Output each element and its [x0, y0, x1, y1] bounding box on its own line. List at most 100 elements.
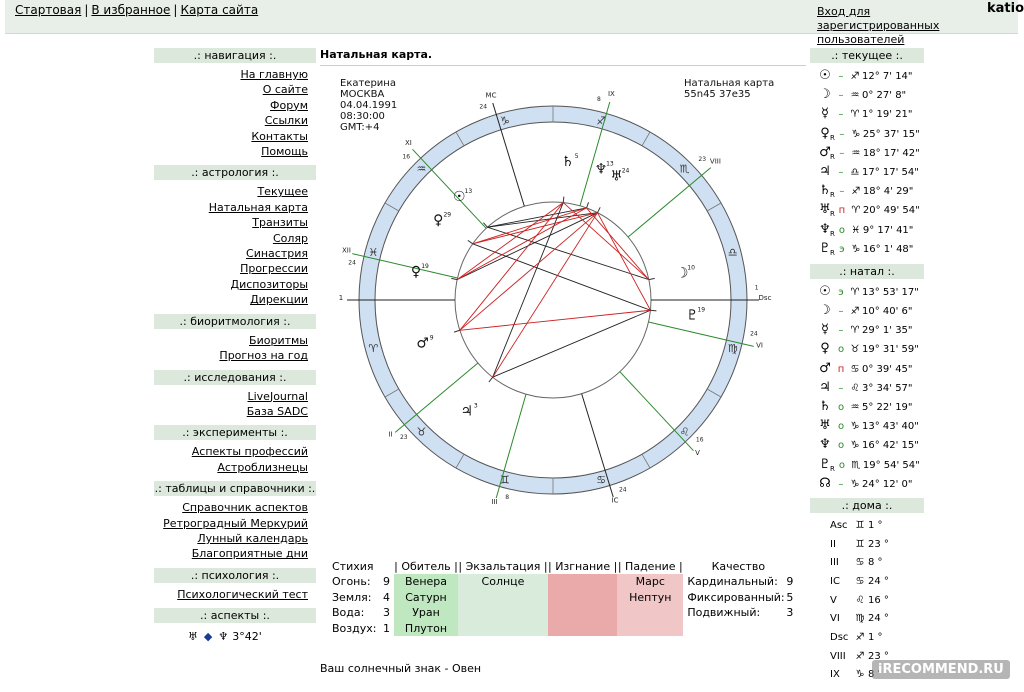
planet-position: 16° 1' 48"	[862, 243, 914, 255]
sidebar-section-header: .: психология :.	[154, 567, 316, 583]
quality-cell	[683, 621, 793, 637]
sidebar-section: .: психология :. Психологический тест	[154, 567, 316, 602]
planet-tick	[483, 222, 488, 228]
login-link[interactable]: Вход для зарегистрированных пользователе…	[817, 5, 940, 46]
aspect-row: ♅ ◆ ♆ 3°42'	[154, 629, 316, 644]
current-row: ☉ – ♐ 12° 7' 14"	[810, 66, 924, 85]
house-sign: ♐	[855, 650, 865, 662]
sidebar-link[interactable]: Ретроградный Меркурий	[163, 516, 308, 530]
house-degree: 1 °	[868, 632, 883, 644]
status-mark: п	[838, 205, 846, 217]
aspect-line	[459, 309, 651, 331]
sidebar-link[interactable]: Благоприятные дни	[191, 547, 308, 561]
sidebar-item: LiveJournal	[154, 389, 316, 404]
house-cusp-degree: 8	[597, 96, 601, 103]
sidebar-item: Синастрия	[154, 246, 316, 261]
house-cusp-line	[581, 393, 614, 498]
sidebar-link[interactable]: Контакты	[251, 129, 308, 143]
wheel-planet-degree: 9	[430, 334, 434, 341]
status-mark: –	[838, 166, 844, 178]
sitemap-link[interactable]: Карта сайта	[180, 3, 259, 17]
elements-row: Земля: 4 Сатурн Нептун Фиксированный: 5	[332, 589, 793, 605]
element-count: 1	[383, 621, 390, 635]
natal-row: ♅ о ♑ 13° 43' 40"	[810, 416, 924, 435]
exaltation-cell	[458, 589, 548, 605]
quality-count: 3	[786, 606, 794, 620]
element-cell: Вода: 3	[332, 605, 394, 621]
wheel-planet-glyph: ♀	[433, 213, 443, 229]
sidebar-item: Текущее	[154, 184, 316, 199]
right-sidebar: .: текущее :. ☉ – ♐ 12° 7' 14" ☽ – ♒ 0° 27' 8" ☿ –…	[810, 48, 924, 685]
natal-row: ♆ о ♑ 16° 42' 15"	[810, 435, 924, 454]
sidebar-link[interactable]: Соляр	[272, 231, 308, 245]
sidebar-item: Форум	[154, 98, 316, 113]
sidebar-section: .: таблицы и справочники :. Справочник ас…	[154, 481, 316, 562]
sidebar-link[interactable]: Синастрия	[246, 247, 308, 261]
zodiac-sign: ♋	[850, 363, 860, 375]
house-row: Dsc ♐ 1 °	[810, 629, 924, 648]
sidebar-link[interactable]: О сайте	[262, 83, 308, 97]
fall-cell: Нептун	[617, 589, 684, 605]
planet-tick	[586, 202, 590, 209]
sidebar-link[interactable]: Лунный календарь	[197, 531, 308, 545]
house-name: II	[830, 538, 836, 550]
house-cusp-label: II	[389, 430, 393, 438]
planet-position: 29° 1' 35"	[862, 325, 913, 337]
house-degree: 8 °	[868, 557, 883, 569]
retrograde-mark: R	[830, 229, 835, 238]
house-cusp-label: 1	[339, 294, 343, 302]
sidebar-link[interactable]: Текущее	[257, 185, 308, 199]
sidebar-link[interactable]: Натальная карта	[208, 200, 308, 214]
planet-glyph: ♃	[819, 163, 831, 179]
status-mark: –	[838, 71, 844, 82]
sidebar-item: Благоприятные дни	[154, 546, 316, 561]
zodiac-sign: ♈	[850, 109, 860, 121]
planet-glyph: ♅	[819, 202, 831, 218]
sidebar-link[interactable]: База SADC	[246, 404, 308, 418]
dignity-cell: Уран	[394, 605, 458, 621]
house-name: III	[830, 557, 839, 569]
sidebar-link[interactable]: Биоритмы	[249, 333, 308, 347]
sidebar-link[interactable]: Справочник аспектов	[182, 501, 308, 515]
status-mark: –	[838, 325, 844, 337]
house-name: IC	[830, 576, 840, 587]
zodiac-sign-glyph: ♒	[417, 162, 427, 175]
sign-divider	[706, 202, 722, 212]
fall-cell: Марс	[617, 574, 684, 590]
wheel-planet-degree: 24	[622, 167, 630, 174]
sidebar-item: Лунный календарь	[154, 531, 316, 546]
sidebar-link[interactable]: Аспекты профессий	[191, 445, 308, 459]
home-link[interactable]: Стартовая	[15, 3, 82, 17]
wheel-planet-degree: 5	[575, 153, 579, 160]
sidebar-link[interactable]: Астроблизнецы	[217, 460, 308, 474]
status-mark: –	[839, 147, 845, 159]
sidebar-link[interactable]: Психологический тест	[177, 587, 308, 601]
sign-divider	[706, 388, 722, 398]
house-cusp-degree: 23	[698, 156, 706, 163]
wheel-planet-degree: 19	[697, 307, 705, 314]
sidebar-link[interactable]: Прогрессии	[240, 262, 308, 276]
favorites-link[interactable]: В избранное	[91, 3, 171, 17]
sidebar-link[interactable]: Диспозиторы	[230, 277, 308, 291]
planet-glyph: ♂	[819, 144, 831, 160]
house-cusp-line	[627, 167, 712, 238]
status-mark: –	[838, 90, 844, 102]
sidebar-link[interactable]: Ссылки	[264, 114, 308, 128]
chart-label: 55n45 37e35	[684, 89, 751, 100]
sidebar-link[interactable]: Форум	[270, 98, 308, 112]
sidebar-link[interactable]: Транзиты	[252, 216, 308, 230]
planet-tick	[648, 277, 655, 281]
sidebar-link[interactable]: LiveJournal	[247, 389, 308, 403]
planet-position: 0° 27' 8"	[862, 90, 907, 102]
house-cusp-label: V	[695, 449, 700, 457]
wheel-planet-degree: 3	[474, 402, 478, 409]
sidebar-link[interactable]: На главную	[240, 68, 308, 81]
status-mark: п	[837, 363, 845, 375]
sidebar-link[interactable]: Дирекции	[250, 293, 308, 307]
sidebar-link[interactable]: Помощь	[261, 145, 308, 159]
exaltation-cell: Солнце	[458, 574, 548, 590]
quality-name: Кардинальный:	[687, 575, 778, 589]
sidebar-link[interactable]: Прогноз на год	[219, 349, 308, 363]
wheel-planet-glyph: ♅	[610, 168, 623, 184]
